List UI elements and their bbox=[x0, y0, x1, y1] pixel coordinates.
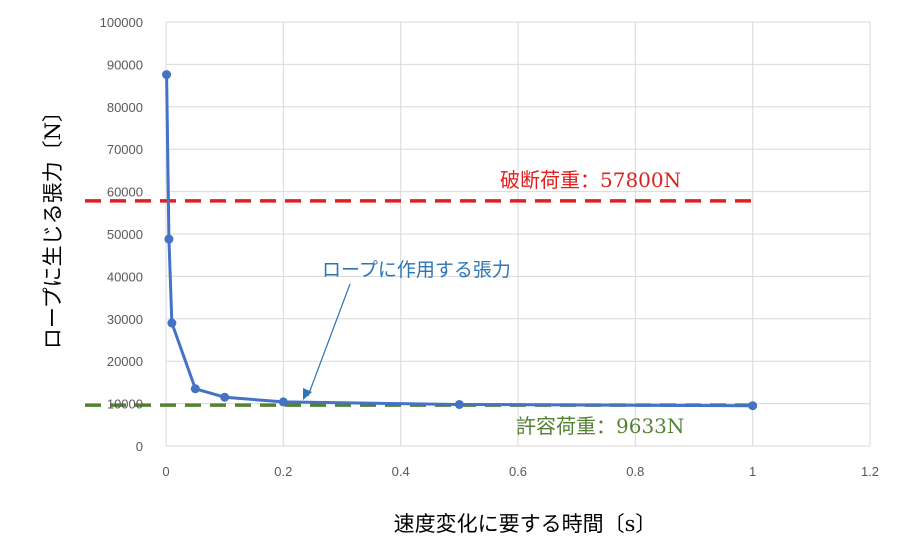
data-point bbox=[454, 399, 464, 409]
data-point bbox=[167, 318, 177, 328]
series-line bbox=[165, 74, 753, 408]
reference-lines bbox=[85, 199, 752, 407]
callout-arrow bbox=[307, 283, 351, 397]
x-axis-ticks: 0 0.2 0.4 0.6 0.8 1 1.2 bbox=[162, 464, 879, 479]
y-tick-label: 60000 bbox=[107, 185, 143, 200]
y-tick-label: 80000 bbox=[107, 100, 143, 115]
y-tick-label: 30000 bbox=[107, 312, 143, 327]
gridlines bbox=[165, 21, 871, 447]
y-tick-label: 10000 bbox=[107, 397, 143, 412]
series-callout-label: ロープに作用する張力 bbox=[322, 259, 511, 281]
data-point bbox=[278, 397, 288, 407]
x-tick-label: 0.4 bbox=[392, 464, 410, 479]
breaking-load-label: 破断荷重：57800N bbox=[500, 168, 681, 192]
x-tick-label: 0.2 bbox=[274, 464, 292, 479]
y-tick-label: 70000 bbox=[107, 142, 143, 157]
x-tick-label: 0.8 bbox=[626, 464, 644, 479]
data-point bbox=[748, 401, 758, 411]
callout-arrowhead bbox=[303, 388, 312, 400]
x-tick-label: 1 bbox=[749, 464, 756, 479]
data-point bbox=[190, 384, 200, 394]
y-tick-label: 100000 bbox=[100, 15, 143, 30]
allowable-load-label: 許容荷重：9633N bbox=[516, 414, 684, 438]
data-point bbox=[162, 70, 172, 80]
y-axis-label: ロープに生じる張力〔N〕 bbox=[41, 101, 65, 349]
annotations: 破断荷重：57800N 許容荷重：9633N ロープに作用する張力 bbox=[303, 168, 684, 438]
data-series bbox=[162, 70, 758, 411]
x-tick-label: 0.6 bbox=[509, 464, 527, 479]
y-tick-label: 0 bbox=[136, 439, 143, 454]
y-tick-label: 40000 bbox=[107, 269, 143, 284]
y-tick-label: 90000 bbox=[107, 57, 143, 72]
y-axis-ticks: 0 10000 20000 30000 40000 50000 60000 70000 8000… bbox=[100, 15, 143, 454]
x-tick-label: 0 bbox=[162, 464, 169, 479]
x-tick-label: 1.2 bbox=[861, 464, 879, 479]
y-tick-label: 50000 bbox=[107, 227, 143, 242]
data-point bbox=[220, 392, 230, 402]
y-tick-label: 20000 bbox=[107, 354, 143, 369]
data-point bbox=[164, 234, 174, 244]
x-axis-label: 速度変化に要する時間〔s〕 bbox=[394, 512, 657, 536]
